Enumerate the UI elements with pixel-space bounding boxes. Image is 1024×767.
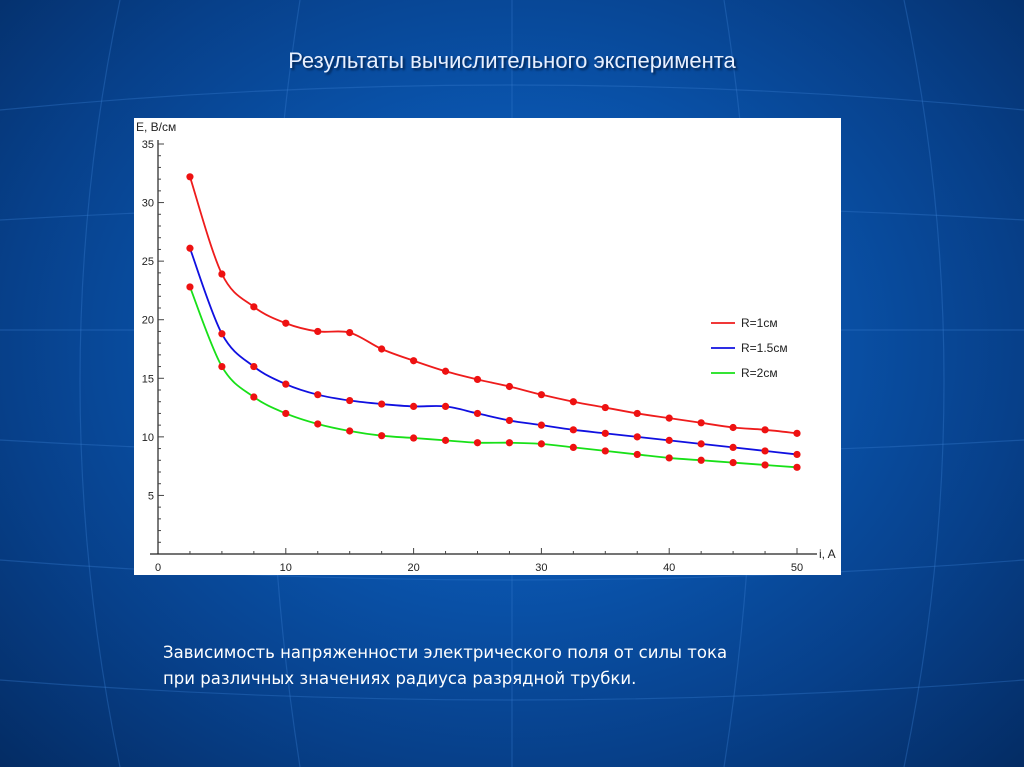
y-tick-label: 5 (148, 490, 154, 502)
series-line-3 (189, 286, 798, 469)
data-point (441, 367, 450, 375)
y-tick-label: 30 (142, 198, 154, 210)
data-point (186, 244, 194, 252)
slide-title: Результаты вычислительного эксперимента (288, 48, 736, 73)
data-point (314, 420, 322, 428)
data-point (186, 283, 194, 291)
data-point (633, 433, 641, 441)
y-tick-label: 20 (142, 315, 154, 327)
data-point (346, 396, 354, 405)
data-point (633, 409, 641, 418)
y-tick-label: 35 (142, 139, 154, 151)
data-point (729, 443, 737, 451)
data-point (282, 409, 290, 418)
data-point (793, 450, 801, 459)
x-axis-label: i, A (819, 547, 836, 561)
line-chart-canvas: 5 10 15 20 25 30 35 0 10 20 30 40 50 E, В/см i, A R=1см… (136, 120, 836, 574)
data-point (282, 380, 290, 388)
data-point (378, 345, 386, 353)
data-point (761, 447, 769, 455)
data-point (314, 391, 322, 399)
data-point (793, 463, 801, 471)
data-point (410, 357, 418, 365)
data-point (665, 436, 673, 444)
legend-label-3: R=2см (741, 366, 778, 380)
data-point (473, 439, 482, 447)
data-point (441, 402, 450, 410)
data-point (697, 456, 705, 464)
data-point (697, 440, 705, 448)
data-point (569, 426, 577, 434)
y-tick-label: 15 (142, 373, 154, 385)
y-tick-label: 10 (142, 432, 154, 444)
data-point (665, 454, 673, 462)
data-point (218, 270, 226, 278)
data-point (410, 402, 418, 410)
data-point (250, 393, 258, 401)
data-point (761, 461, 769, 469)
data-point (537, 391, 545, 399)
x-tick-label: 0 (155, 562, 161, 574)
data-point (537, 421, 545, 429)
data-point (250, 303, 258, 311)
data-point (218, 330, 226, 338)
slide-caption: Зависимость напряженности электрического… (163, 640, 727, 692)
data-point (697, 419, 705, 427)
x-tick-label: 50 (791, 562, 803, 574)
data-point (633, 450, 641, 459)
data-point (410, 434, 418, 442)
data-point (505, 382, 514, 391)
data-point (282, 319, 290, 327)
data-point (665, 414, 673, 422)
legend-label-2: R=1.5см (741, 341, 788, 355)
data-point (378, 432, 386, 440)
y-axis-label: E, В/см (136, 120, 176, 134)
data-point (569, 443, 577, 451)
data-point (601, 403, 609, 412)
data-point (729, 423, 737, 432)
data-point (729, 459, 737, 467)
data-point (250, 362, 258, 371)
y-tick-label: 25 (142, 256, 154, 268)
data-point (601, 429, 609, 437)
data-point (793, 429, 801, 437)
data-point (218, 362, 226, 371)
data-point (505, 416, 514, 425)
data-point (378, 400, 386, 408)
data-point (473, 375, 482, 384)
x-tick-label: 20 (407, 562, 419, 574)
data-point (601, 447, 609, 455)
x-tick-label: 40 (663, 562, 675, 574)
data-point (761, 426, 769, 434)
data-point (537, 440, 545, 448)
legend-label-1: R=1см (741, 316, 778, 330)
data-point (346, 427, 354, 435)
data-point (346, 329, 354, 337)
chart: 5 10 15 20 25 30 35 0 10 20 30 40 50 E, В/см i, A R=1см… (134, 118, 841, 575)
data-point (186, 173, 194, 181)
data-point (314, 327, 322, 336)
data-point (569, 398, 577, 406)
data-point (505, 439, 514, 447)
data-point (441, 436, 450, 444)
caption-line-2: при различных значениях радиуса разрядно… (163, 669, 637, 688)
x-tick-label: 30 (535, 562, 547, 574)
series-line-1 (189, 176, 798, 435)
x-tick-label: 10 (280, 562, 292, 574)
caption-line-1: Зависимость напряженности электрического… (163, 643, 728, 662)
data-point (473, 409, 482, 418)
